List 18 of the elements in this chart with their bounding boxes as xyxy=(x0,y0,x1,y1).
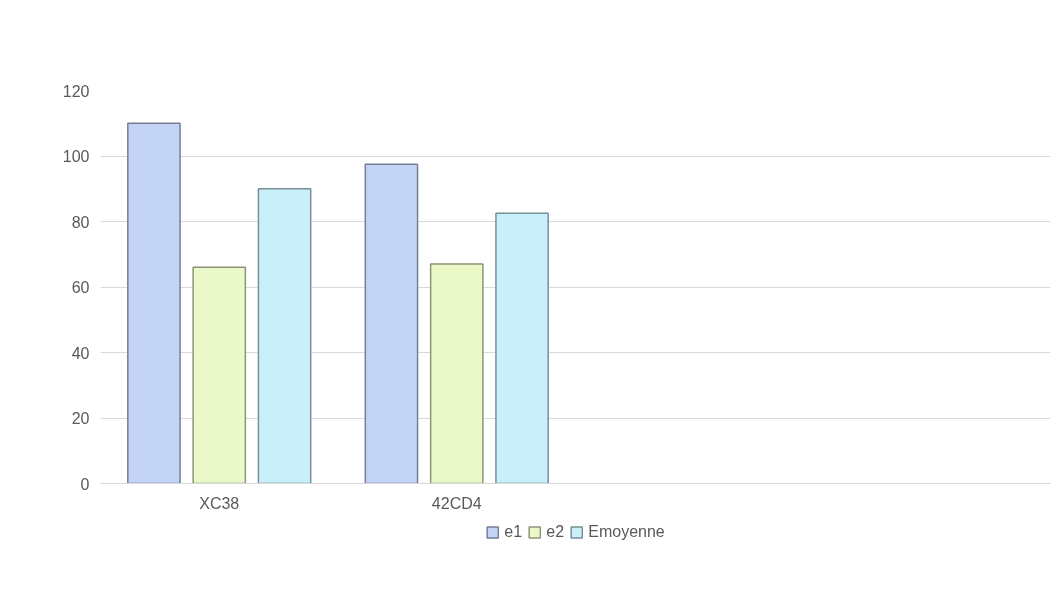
y-tick-label: 100 xyxy=(62,148,90,165)
y-tick-label: 20 xyxy=(71,410,90,427)
bar xyxy=(495,212,549,484)
bar xyxy=(192,266,247,484)
y-tick-label: 80 xyxy=(71,213,90,231)
x-tick-label: XC38 xyxy=(199,494,240,512)
bar xyxy=(429,263,484,484)
bar xyxy=(127,122,181,484)
legend-label: e1 xyxy=(504,523,524,541)
bar xyxy=(364,163,419,484)
legend-label: Emoyenne xyxy=(588,523,665,541)
y-tick-label: 40 xyxy=(71,344,90,362)
y-tick-label: 60 xyxy=(71,279,90,296)
x-tick-label: 42CD4 xyxy=(431,494,482,512)
y-tick-label: 0 xyxy=(80,475,90,493)
bar xyxy=(257,188,312,484)
legend-label: e2 xyxy=(546,523,566,541)
y-tick-label: 120 xyxy=(62,82,90,100)
